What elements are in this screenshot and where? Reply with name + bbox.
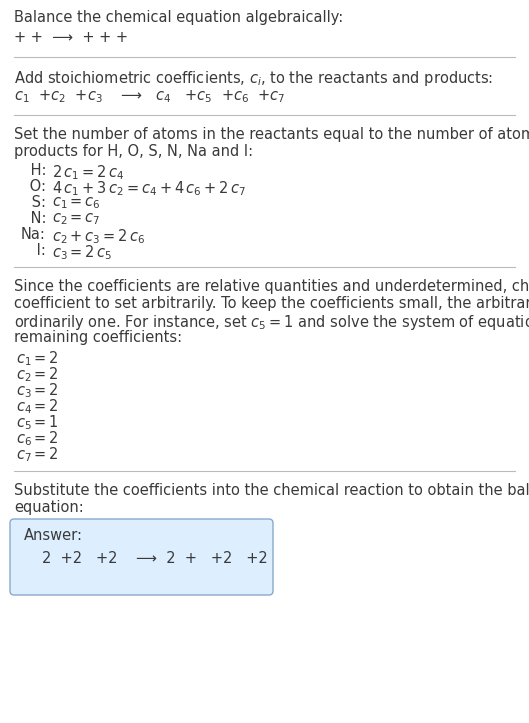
- Text: Since the coefficients are relative quantities and underdetermined, choose a: Since the coefficients are relative quan…: [14, 279, 529, 294]
- Text: Balance the chemical equation algebraically:: Balance the chemical equation algebraica…: [14, 10, 343, 25]
- Text: I:: I:: [32, 243, 46, 258]
- Text: $c_6 = 2$: $c_6 = 2$: [16, 429, 59, 448]
- Text: $c_4 = 2$: $c_4 = 2$: [16, 397, 59, 416]
- Text: $4\,c_1 + 3\,c_2 = c_4 + 4\,c_6 + 2\,c_7$: $4\,c_1 + 3\,c_2 = c_4 + 4\,c_6 + 2\,c_7…: [52, 179, 246, 197]
- Text: Set the number of atoms in the reactants equal to the number of atoms in the: Set the number of atoms in the reactants…: [14, 127, 529, 142]
- Text: Add stoichiometric coefficients, $c_i$, to the reactants and products:: Add stoichiometric coefficients, $c_i$, …: [14, 69, 493, 88]
- Text: $c_7 = 2$: $c_7 = 2$: [16, 445, 59, 463]
- Text: $c_1$  +$c_2$  +$c_3$    ⟶   $c_4$   +$c_5$  +$c_6$  +$c_7$: $c_1$ +$c_2$ +$c_3$ ⟶ $c_4$ +$c_5$ +$c_6…: [14, 88, 286, 105]
- Text: remaining coefficients:: remaining coefficients:: [14, 330, 182, 345]
- Text: $c_2 = 2$: $c_2 = 2$: [16, 365, 59, 384]
- Text: $2\,c_1 = 2\,c_4$: $2\,c_1 = 2\,c_4$: [52, 163, 124, 181]
- Text: equation:: equation:: [14, 500, 84, 515]
- Text: ordinarily one. For instance, set $c_5 = 1$ and solve the system of equations fo: ordinarily one. For instance, set $c_5 =…: [14, 313, 529, 332]
- Text: Na:: Na:: [21, 227, 46, 242]
- Text: $c_2 = c_7$: $c_2 = c_7$: [52, 211, 101, 227]
- Text: $c_3 = 2\,c_5$: $c_3 = 2\,c_5$: [52, 243, 112, 262]
- Text: $c_3 = 2$: $c_3 = 2$: [16, 381, 59, 400]
- Text: $c_1 = c_6$: $c_1 = c_6$: [52, 195, 101, 210]
- Text: O:: O:: [25, 179, 46, 194]
- Text: $c_5 = 1$: $c_5 = 1$: [16, 413, 59, 432]
- Text: 2  +2   +2    ⟶  2  +   +2   +2: 2 +2 +2 ⟶ 2 + +2 +2: [42, 551, 272, 566]
- Text: N:: N:: [25, 211, 46, 226]
- Text: + +  ⟶  + + +: + + ⟶ + + +: [14, 30, 128, 45]
- Text: Substitute the coefficients into the chemical reaction to obtain the balanced: Substitute the coefficients into the che…: [14, 483, 529, 498]
- Text: $c_2 + c_3 = 2\,c_6$: $c_2 + c_3 = 2\,c_6$: [52, 227, 145, 246]
- Text: S:: S:: [27, 195, 46, 210]
- Text: H:: H:: [25, 163, 46, 178]
- Text: Answer:: Answer:: [24, 528, 83, 543]
- FancyBboxPatch shape: [10, 519, 273, 595]
- Text: $c_1 = 2$: $c_1 = 2$: [16, 349, 59, 368]
- Text: products for H, O, S, N, Na and I:: products for H, O, S, N, Na and I:: [14, 144, 253, 159]
- Text: coefficient to set arbitrarily. To keep the coefficients small, the arbitrary va: coefficient to set arbitrarily. To keep …: [14, 296, 529, 311]
